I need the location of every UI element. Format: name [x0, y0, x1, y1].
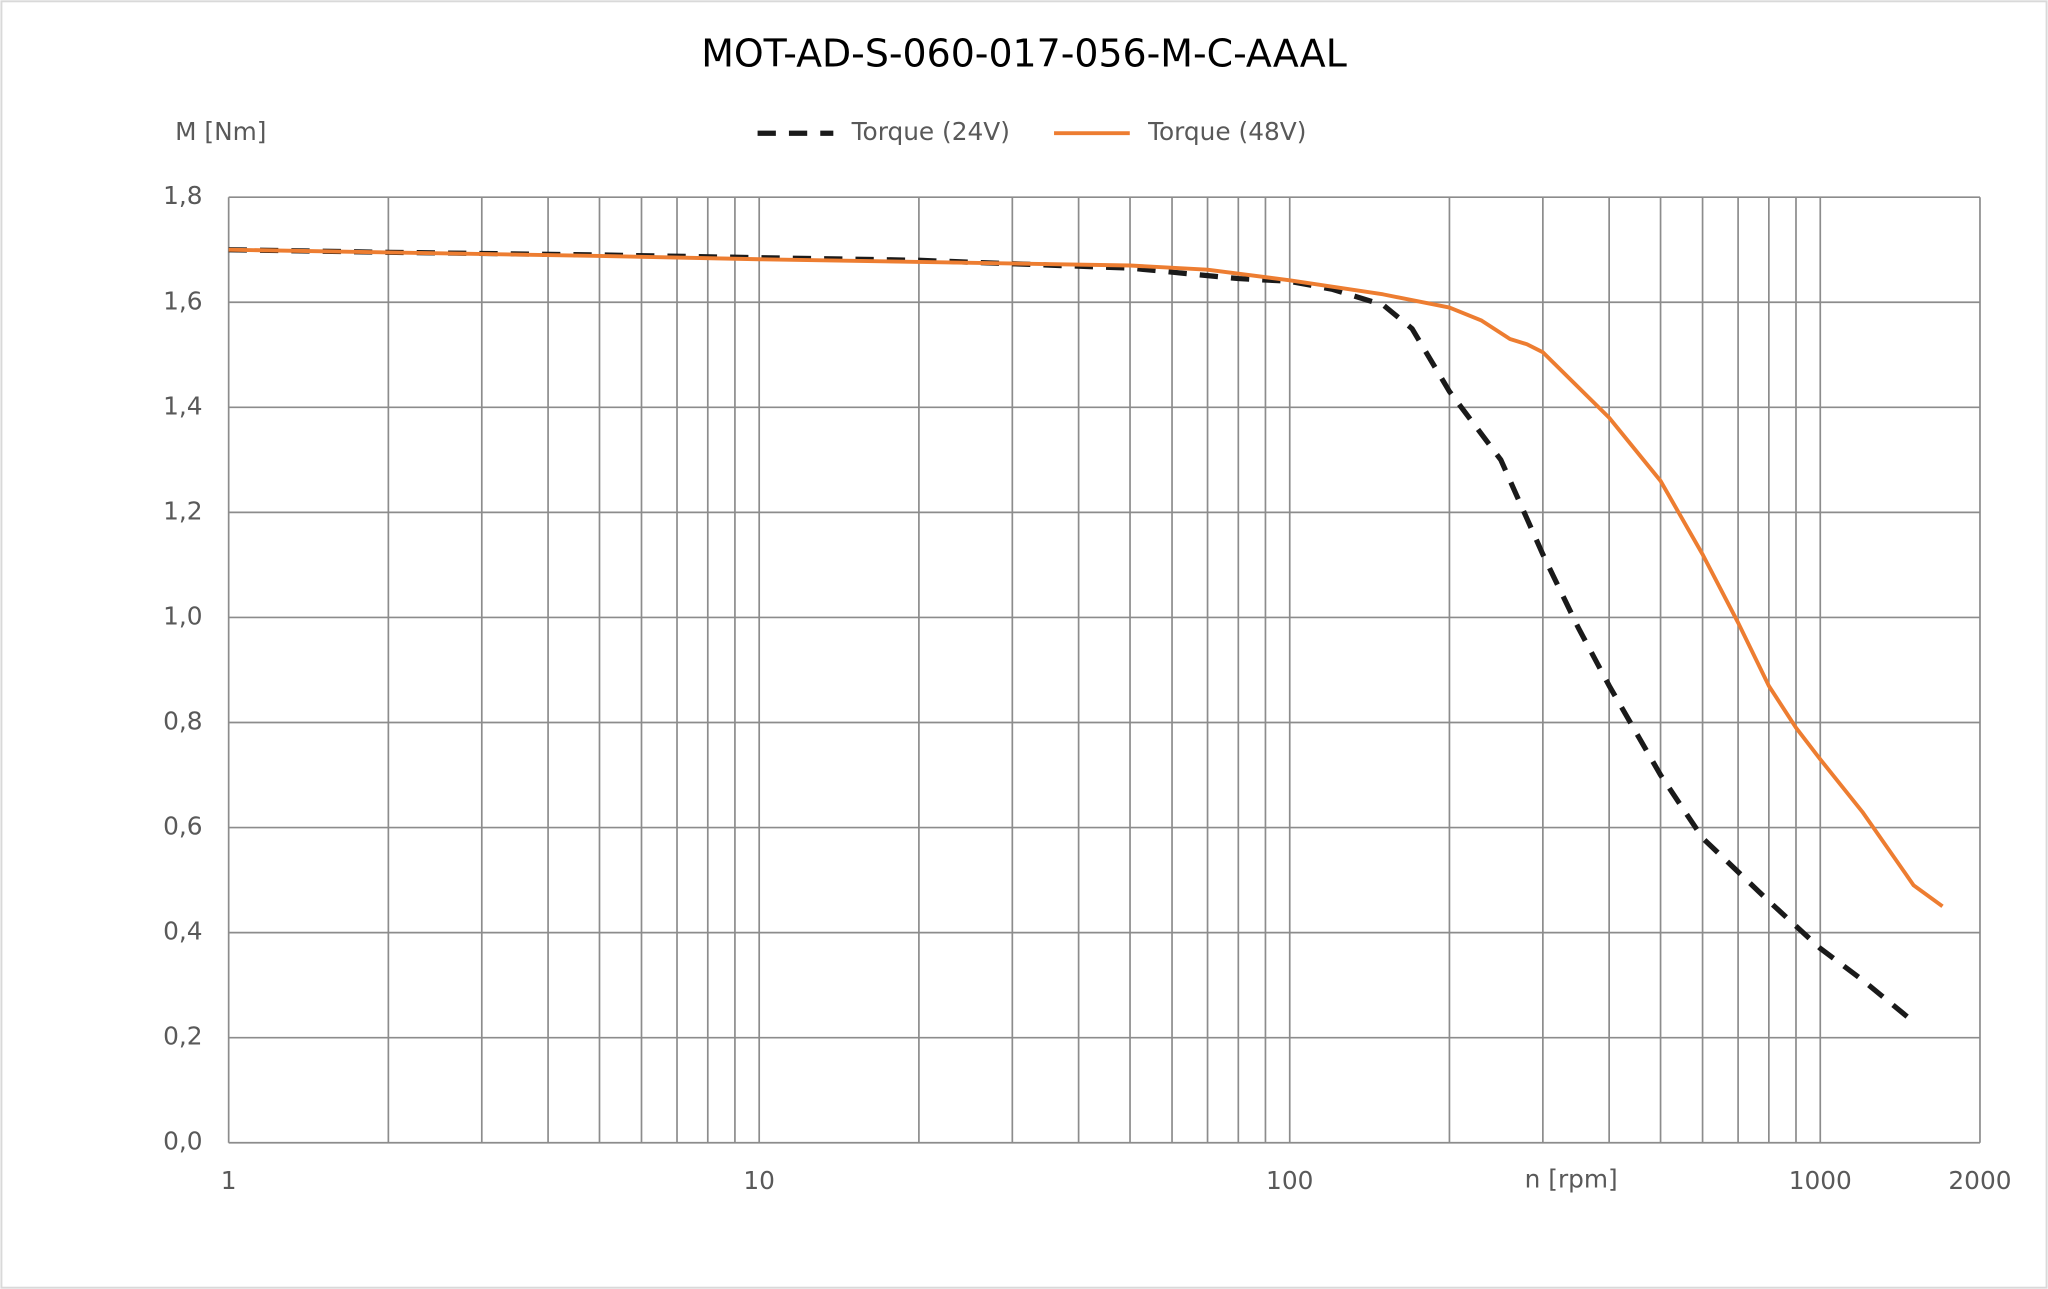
x-tick-label: 1000 — [1789, 1166, 1852, 1195]
y-tick-label: 1,8 — [163, 181, 202, 210]
x-tick-label: 2000 — [1948, 1166, 2011, 1195]
y-axis-label: M [Nm] — [175, 117, 266, 146]
y-tick-label: 1,6 — [163, 286, 202, 315]
series-line — [228, 247, 1944, 908]
y-tick-label: 0,8 — [163, 706, 202, 735]
y-tick-label: 0,2 — [163, 1022, 202, 1051]
y-tick-label: 0,0 — [163, 1127, 202, 1156]
y-tick-label: 0,4 — [163, 917, 202, 946]
legend-label: Torque (48V) — [1147, 117, 1306, 146]
x-tick-label: 1 — [221, 1166, 237, 1195]
x-tick-label: 100 — [1266, 1166, 1313, 1195]
x-axis-label: n [rpm] — [1525, 1165, 1618, 1194]
chart-title: MOT-AD-S-060-017-056-M-C-AAAL — [701, 32, 1347, 76]
y-tick-label: 1,4 — [163, 391, 202, 420]
x-tick-label: 10 — [743, 1166, 775, 1195]
y-tick-label: 1,2 — [163, 496, 202, 525]
y-tick-label: 0,6 — [163, 812, 202, 841]
legend-label: Torque (24V) — [851, 117, 1010, 146]
y-tick-label: 1,0 — [163, 601, 202, 630]
